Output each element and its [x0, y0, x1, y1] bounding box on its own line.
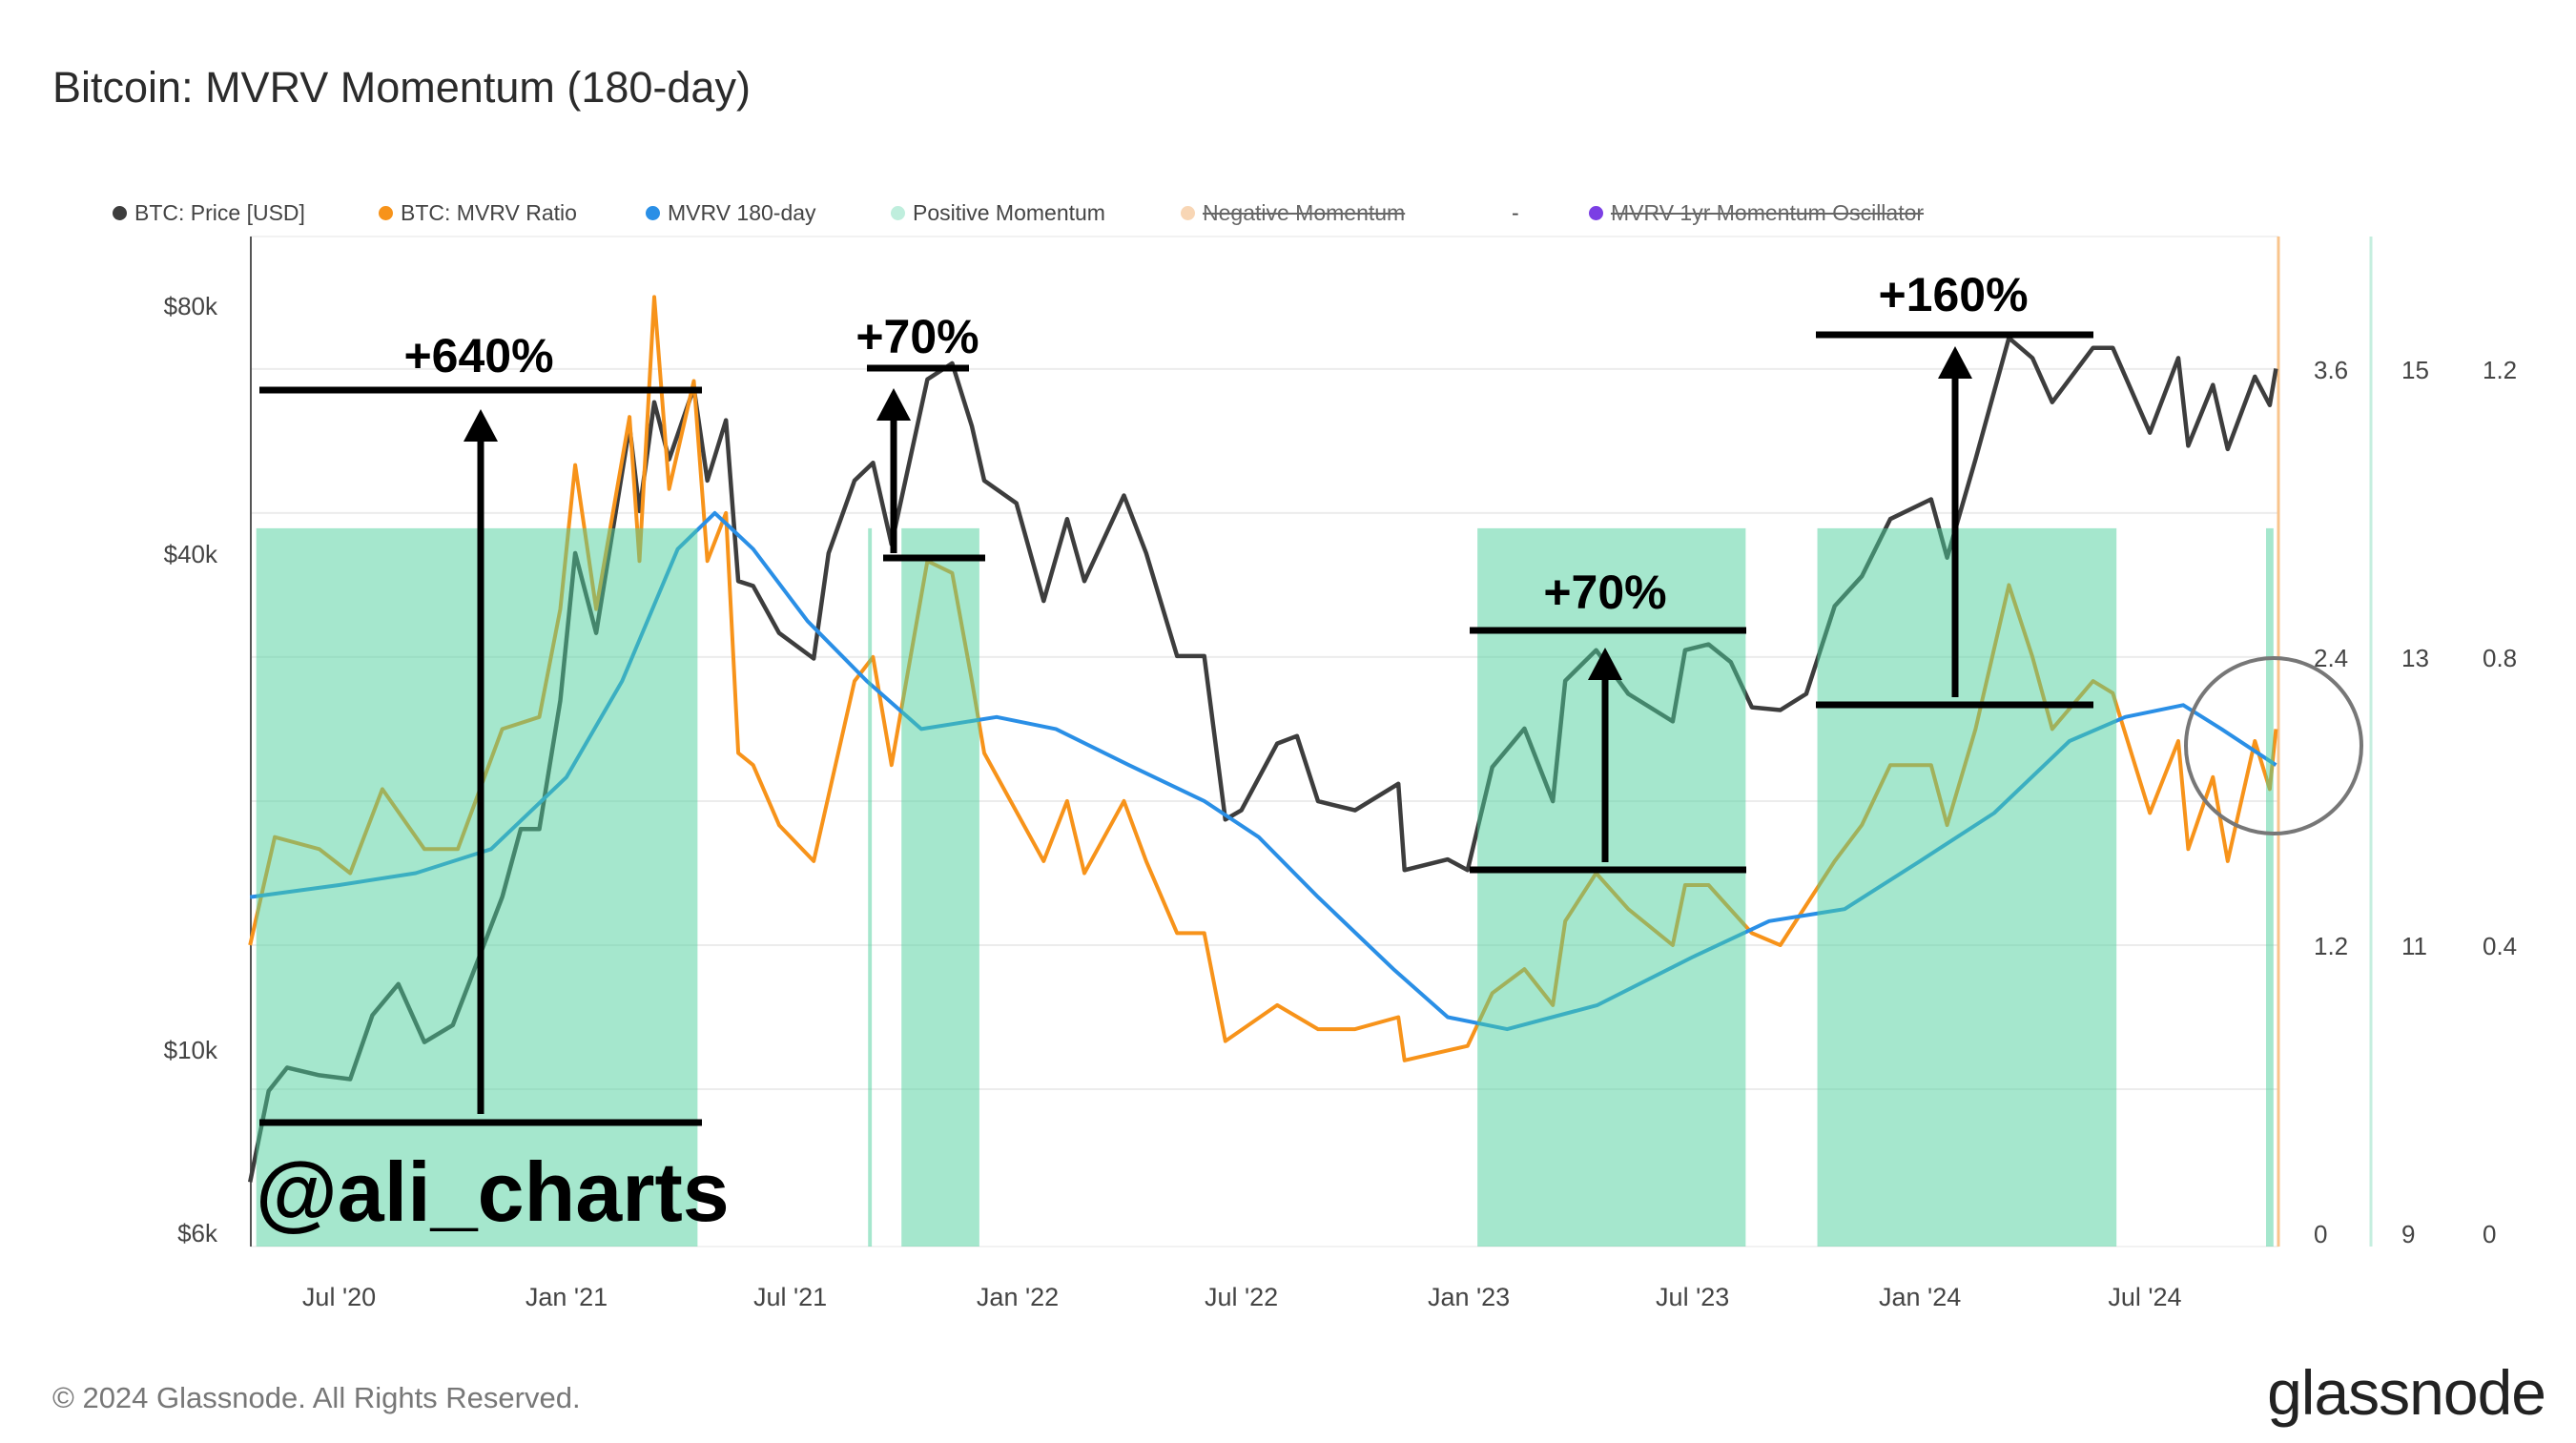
legend-item[interactable]: BTC: MVRV Ratio: [379, 200, 577, 226]
positive-momentum-band: [901, 527, 979, 1247]
x-tick-label: Jul '23: [1656, 1283, 1729, 1311]
legend-item[interactable]: Negative Momentum: [1181, 200, 1405, 226]
y-right-tick-label: 0: [2314, 1220, 2327, 1248]
legend: BTC: Price [USD] BTC: MVRV Ratio MVRV 180-…: [0, 200, 2576, 229]
y-right-tick-label: 13: [2401, 644, 2429, 672]
legend-label: Negative Momentum: [1203, 200, 1406, 225]
x-tick-label: Jul '20: [302, 1283, 376, 1311]
chart-title: Bitcoin: MVRV Momentum (180-day): [52, 63, 751, 112]
gain-label: +70%: [1543, 566, 1666, 619]
positive-momentum-band: [2266, 527, 2274, 1247]
y-right-tick-label: 3.6: [2314, 356, 2348, 384]
legend-dot-icon: [379, 206, 393, 220]
y-left-tick-label: $40k: [164, 540, 218, 568]
legend-label: MVRV 180-day: [668, 200, 816, 225]
legend-label: BTC: MVRV Ratio: [401, 200, 577, 225]
gain-label: +160%: [1878, 268, 2028, 321]
legend-item[interactable]: MVRV 1yr Momentum Oscillator: [1589, 200, 1924, 226]
legend-item[interactable]: BTC: Price [USD]: [113, 200, 305, 226]
x-tick-label: Jul '22: [1205, 1283, 1278, 1311]
watermark: @ali_charts: [256, 1144, 730, 1239]
y-right-tick-label: 2.4: [2314, 644, 2348, 672]
x-tick-label: Jan '23: [1428, 1283, 1510, 1311]
arrowhead-icon: [876, 388, 911, 421]
x-tick-label: Jan '21: [526, 1283, 608, 1311]
y-right-tick-label: 0: [2483, 1220, 2496, 1248]
gain-label: +70%: [855, 310, 979, 363]
legend-label: Positive Momentum: [913, 200, 1105, 225]
positive-momentum-band: [1817, 527, 2117, 1247]
y-left-tick-label: $6k: [177, 1219, 218, 1247]
x-tick-label: Jul '21: [753, 1283, 827, 1311]
y-right-tick-label: 11: [2401, 932, 2427, 960]
x-tick-label: Jan '24: [1879, 1283, 1961, 1311]
y-right-tick-label: 1.2: [2314, 932, 2348, 960]
copyright: © 2024 Glassnode. All Rights Reserved.: [52, 1381, 581, 1414]
legend-dot-icon: [891, 206, 905, 220]
x-tick-label: Jan '22: [977, 1283, 1059, 1311]
legend-dot-icon: [1181, 206, 1195, 220]
arrowhead-icon: [1588, 648, 1622, 680]
legend-item[interactable]: MVRV 180-day: [646, 200, 816, 226]
legend-dot-icon: [113, 206, 127, 220]
legend-label: MVRV 1yr Momentum Oscillator: [1611, 200, 1925, 225]
legend-dot-icon: [1589, 206, 1603, 220]
positive-momentum-band: [868, 527, 873, 1247]
y-right-tick-label: 0.4: [2483, 932, 2517, 960]
y-left-tick-label: $80k: [164, 292, 218, 320]
legend-item[interactable]: -: [1512, 200, 1519, 226]
y-right-tick-label: 1.2: [2483, 356, 2517, 384]
gain-label: +640%: [403, 329, 553, 382]
y-left-tick-label: $10k: [164, 1036, 218, 1064]
positive-momentum-band: [1477, 527, 1746, 1247]
y-right-tick-label: 0.8: [2483, 644, 2517, 672]
highlight-circle: [2184, 656, 2363, 835]
y-right-tick-label: 9: [2401, 1220, 2415, 1248]
glassnode-logo: glassnode: [2267, 1357, 2546, 1428]
arrowhead-icon: [464, 409, 498, 442]
arrowhead-icon: [1938, 346, 1972, 379]
legend-dot-icon: [646, 206, 660, 220]
legend-item[interactable]: Positive Momentum: [891, 200, 1105, 226]
legend-label: BTC: Price [USD]: [134, 200, 305, 225]
y-right-tick-label: 15: [2401, 356, 2429, 384]
positive-momentum-band: [256, 527, 698, 1247]
x-tick-label: Jul '24: [2108, 1283, 2181, 1311]
legend-label: -: [1512, 200, 1519, 225]
